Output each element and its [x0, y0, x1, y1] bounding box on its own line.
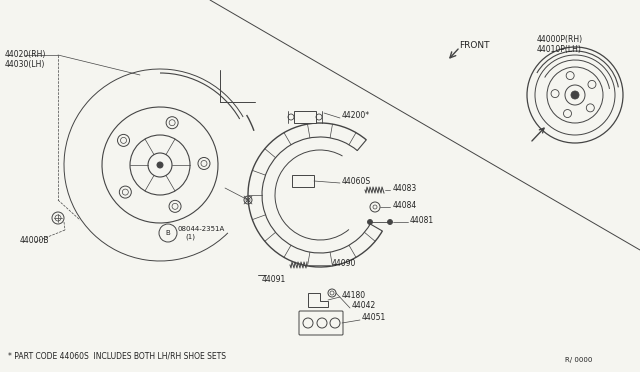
Bar [292, 175, 314, 187]
FancyBboxPatch shape [299, 311, 343, 335]
Circle shape [387, 219, 392, 224]
Text: (1): (1) [185, 234, 195, 240]
Text: 44042: 44042 [352, 301, 376, 311]
Text: B: B [166, 230, 170, 236]
Text: 08044-2351A: 08044-2351A [178, 226, 225, 232]
Text: 44083: 44083 [393, 183, 417, 192]
Text: 44051: 44051 [362, 314, 387, 323]
Text: 44020(RH)
44030(LH): 44020(RH) 44030(LH) [5, 50, 46, 70]
Text: 44084: 44084 [393, 201, 417, 209]
Circle shape [157, 162, 163, 168]
Text: 44090: 44090 [332, 259, 356, 267]
Text: R/ 0000: R/ 0000 [565, 357, 593, 363]
Circle shape [571, 91, 579, 99]
Text: 44180: 44180 [342, 291, 366, 299]
Bar [294, 111, 316, 123]
Circle shape [367, 219, 372, 224]
Text: * PART CODE 44060S  INCLUDES BOTH LH/RH SHOE SETS: * PART CODE 44060S INCLUDES BOTH LH/RH S… [8, 352, 226, 360]
Text: FRONT: FRONT [459, 41, 490, 49]
Text: 44000P(RH)
44010P(LH): 44000P(RH) 44010P(LH) [537, 35, 583, 54]
Text: 44091: 44091 [262, 276, 286, 285]
Text: 44060S: 44060S [342, 176, 371, 186]
Text: 44000B: 44000B [20, 235, 49, 244]
Text: 44081: 44081 [410, 215, 434, 224]
Text: 44200*: 44200* [342, 110, 370, 119]
